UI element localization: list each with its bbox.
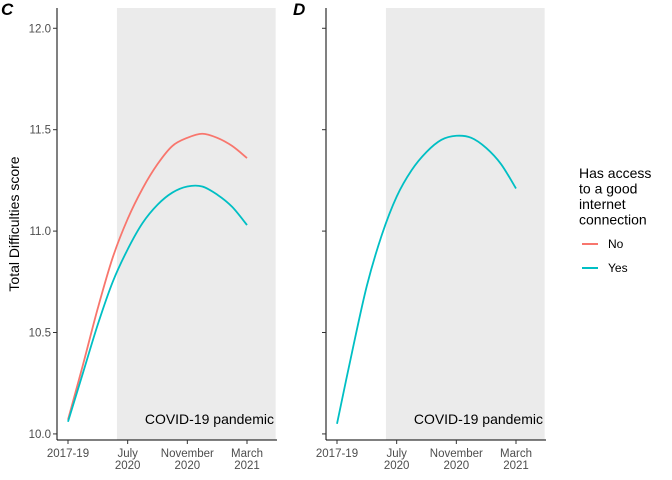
panel-d-x-tick-label: July — [386, 448, 407, 460]
panel-d-tag: D — [293, 0, 305, 19]
legend-title-line: internet — [579, 196, 626, 212]
panel-c-pandemic-label: COVID-19 pandemic — [145, 411, 274, 427]
legend-label-no: No — [608, 237, 624, 251]
panel-d-x-tick-label: 2020 — [444, 460, 470, 472]
panel-c-series-yes — [67, 184, 248, 423]
legend-title-line: Has access — [579, 165, 651, 181]
panel-d-x-tick-label: March — [500, 448, 532, 460]
panel-c-x-tick-label: 2020 — [115, 460, 141, 472]
panel-c-y-tick-label: 10.0 — [29, 429, 51, 441]
panel-c-x-tick-label: 2020 — [175, 460, 201, 472]
panel-d-x-tick-label: 2021 — [503, 460, 529, 472]
panel-c-x-tick-label: July — [117, 448, 138, 460]
panel-c-x-tick-label: November — [161, 448, 214, 460]
panel-d-pandemic-region — [385, 8, 545, 440]
panel-d: 2017-19 July2020November2020March2021COVI… — [293, 0, 546, 472]
panel-c-y-axis-title: Total Difficulties score — [6, 156, 22, 291]
panel-c-pandemic-region — [116, 8, 276, 440]
panel-c-x-tick-label: 2017-19 — [47, 448, 89, 460]
panel-d-x-tick-label: 2020 — [384, 460, 410, 472]
panel-c-y-tick-label: 11.0 — [29, 226, 51, 238]
panel-d-series-yes — [336, 134, 517, 424]
panel-c-series-no — [67, 132, 248, 420]
panel-d-x-tick-label: 2017-19 — [316, 448, 358, 460]
panel-c-y-tick-label: 12.0 — [29, 23, 51, 35]
panel-d-x-tick-label: November — [430, 448, 483, 460]
legend-title-line: connection — [579, 212, 647, 228]
panel-c-tag: C — [1, 0, 14, 19]
panel-c-y-tick-label: 10.5 — [29, 328, 51, 340]
legend-label-yes: Yes — [608, 261, 628, 275]
panel-d-pandemic-label: COVID-19 pandemic — [414, 411, 543, 427]
panel-c-y-tick-label: 11.5 — [29, 125, 51, 137]
panel-c-x-tick-label: 2021 — [234, 460, 260, 472]
legend-title-line: to a good — [579, 181, 637, 197]
panel-c-x-tick-label: March — [231, 448, 263, 460]
